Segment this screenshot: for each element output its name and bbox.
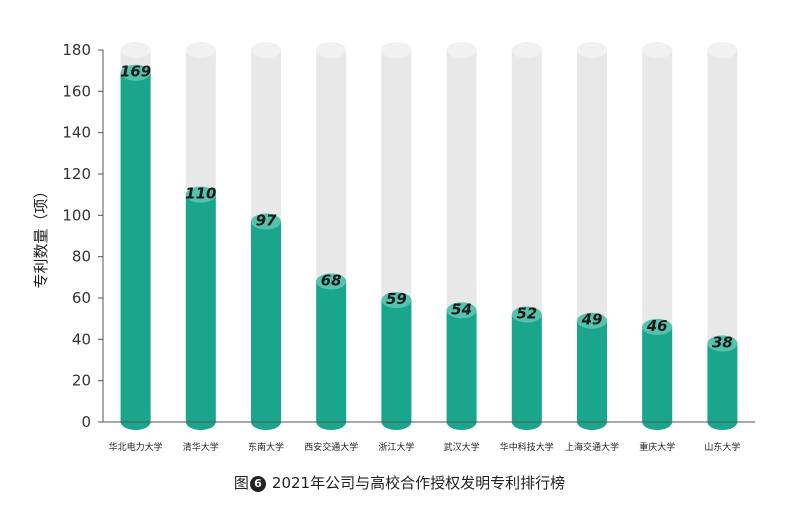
bar-value-label: 46 — [646, 317, 668, 335]
x-category-label: 华中科技大学 — [500, 441, 554, 453]
x-category-label: 重庆大学 — [639, 441, 675, 453]
y-axis-label: 专利数量（项） — [32, 183, 50, 288]
x-category-label: 华北电力大学 — [109, 441, 163, 453]
y-tick-label: 140 — [62, 124, 91, 142]
bar-background-cap — [251, 42, 281, 58]
x-category-label: 武汉大学 — [444, 441, 480, 453]
caption-prefix: 图 — [233, 474, 249, 492]
bar-item: 110 清华大学 — [183, 42, 219, 453]
bar — [707, 343, 738, 422]
y-tick-label: 60 — [72, 289, 91, 307]
bar-background-cap — [446, 42, 477, 58]
bar-top-cap — [185, 186, 216, 203]
bar-top-cap — [577, 312, 607, 329]
bar-value-label: 59 — [386, 290, 407, 308]
bar — [446, 310, 477, 422]
bar-value-label: 97 — [256, 212, 277, 230]
bar-chart: 0 20 40 60 80 100 120 140 160 180 169 华北电力大学 110 清华大… — [32, 41, 755, 453]
bar-value-label: 110 — [185, 185, 216, 203]
bar-item: 46 重庆大学 — [639, 42, 675, 453]
bar-item: 68 西安交通大学 — [304, 42, 358, 453]
bar-item: 59 浙江大学 — [378, 42, 414, 453]
figure-caption: 图 6 2021年公司与高校合作授权发明专利排行榜 — [0, 472, 799, 493]
bars-group: 169 华北电力大学 110 清华大学 97 东南大学 68 西安交通大学 59 浙江大学 54 武汉… — [109, 42, 740, 453]
bar-top-cap — [316, 273, 347, 290]
bar-background-cap — [120, 42, 151, 58]
bar — [251, 221, 281, 422]
bar-top-cap — [511, 306, 542, 323]
bar-top-cap — [446, 302, 477, 319]
bar-background-cap — [316, 42, 347, 58]
y-tick-label: 120 — [62, 165, 91, 183]
bar-value-label: 169 — [120, 63, 151, 81]
caption-text: 2021年公司与高校合作授权发明专利排行榜 — [271, 474, 566, 492]
x-category-label: 上海交通大学 — [565, 441, 619, 453]
y-tick-label: 160 — [62, 82, 91, 100]
bar-background-cap — [381, 42, 412, 58]
bar — [120, 72, 151, 422]
bar-value-label: 38 — [712, 333, 733, 351]
bar-value-label: 49 — [581, 311, 603, 329]
bar-item: 97 东南大学 — [248, 42, 284, 453]
x-category-label: 浙江大学 — [378, 441, 414, 453]
bar-item: 169 华北电力大学 — [109, 42, 163, 453]
bar-top-cap — [707, 335, 738, 352]
x-category-label: 清华大学 — [183, 441, 219, 453]
bar-top-cap — [642, 318, 673, 335]
bar-value-label: 52 — [516, 305, 537, 323]
bar-item: 54 武汉大学 — [444, 42, 480, 453]
bar-item: 38 山东大学 — [704, 42, 740, 453]
bar-item: 49 上海交通大学 — [565, 42, 619, 453]
y-tick-label: 40 — [72, 330, 91, 348]
bar-background-cap — [642, 42, 673, 58]
y-tick-label: 180 — [62, 41, 91, 59]
bar-background-cap — [511, 42, 542, 58]
figure-number-badge: 6 — [249, 476, 266, 492]
y-tick-label: 100 — [62, 206, 91, 224]
bar-background-cap — [185, 42, 216, 58]
bar — [577, 320, 607, 422]
x-category-label: 山东大学 — [704, 441, 740, 453]
x-category-label: 东南大学 — [248, 441, 284, 453]
y-tick-label: 20 — [72, 372, 91, 390]
bar — [381, 300, 412, 422]
bar — [185, 194, 216, 422]
bar-background-cap — [707, 42, 738, 58]
y-tick-label: 0 — [81, 413, 91, 431]
bar-top-cap — [120, 64, 151, 81]
bar-background-cap — [577, 42, 607, 58]
bar-value-label: 68 — [321, 271, 342, 289]
bar-top-cap — [251, 213, 281, 230]
y-axis: 0 20 40 60 80 100 120 140 160 180 — [62, 41, 104, 431]
bar — [511, 314, 542, 422]
x-category-label: 西安交通大学 — [304, 441, 358, 453]
bar-item: 52 华中科技大学 — [500, 42, 554, 453]
y-tick-label: 80 — [72, 248, 91, 266]
bar-value-label: 54 — [451, 300, 472, 318]
bar — [642, 326, 673, 422]
bar — [316, 281, 347, 422]
bar-top-cap — [381, 292, 412, 309]
